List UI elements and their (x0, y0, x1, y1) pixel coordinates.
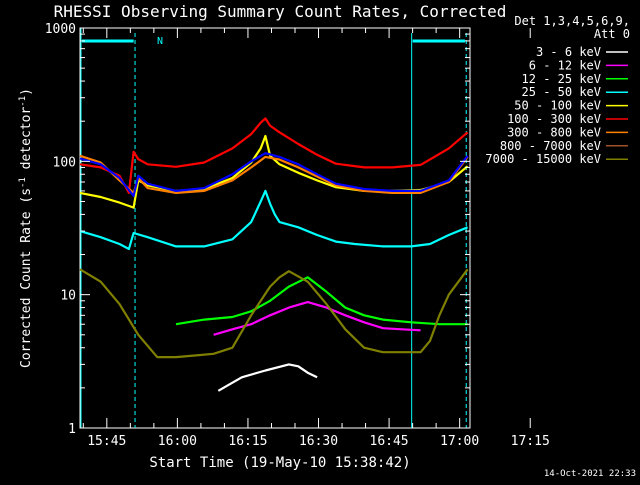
legend-label: 7000 - 15000 keV (485, 152, 601, 166)
y-axis-label-sup2: -1 (18, 96, 28, 107)
legend-label: 3 - 6 keV (536, 45, 601, 59)
series-line-3 (79, 189, 469, 251)
series-line-5 (79, 117, 469, 194)
series-line-1 (213, 301, 421, 336)
night-label: N (157, 36, 163, 47)
legend-label: 25 - 50 keV (522, 85, 601, 99)
y-axis-label-end: ) (19, 88, 34, 96)
plot-frame (79, 27, 471, 429)
x-tick-label: 16:30 (299, 434, 338, 449)
axis-ticks (80, 27, 531, 429)
x-tick-labels: 15:45 16:00 16:15 16:30 16:45 17:00 17:15 (87, 434, 550, 449)
series-group (79, 117, 469, 392)
x-tick-label: 17:15 (511, 434, 550, 449)
legend-header-1: Det 1,3,4,5,6,9, (514, 14, 630, 28)
series-line-4 (79, 134, 469, 209)
series-line-2 (175, 276, 468, 326)
y-axis-label: Corrected Count Rate (s-1 detector-1) (18, 88, 34, 368)
chart-title: RHESSI Observing Summary Count Rates, Co… (54, 2, 507, 21)
x-tick-label: 16:15 (228, 434, 267, 449)
legend-label: 800 - 7000 keV (500, 139, 601, 153)
legend-header-2: Att 0 (594, 27, 630, 41)
y-tick-labels: 1 10 100 1000 (45, 22, 76, 437)
y-axis-label-main: Corrected Count Rate (s (19, 188, 34, 368)
y-axis-label-mid: detector (19, 107, 34, 178)
legend-label: 50 - 100 keV (514, 99, 601, 113)
series-line-blue (79, 152, 469, 198)
x-tick-label: 16:00 (158, 434, 197, 449)
legend-label: 100 - 300 keV (507, 112, 601, 126)
night-lines (80, 28, 467, 428)
legend-label: 300 - 800 keV (507, 125, 601, 139)
x-axis-label: Start Time (19-May-10 15:38:42) (149, 455, 410, 471)
x-tick-label: 15:45 (87, 434, 126, 449)
x-tick-label: 17:00 (440, 434, 479, 449)
series-line-0 (217, 363, 318, 392)
timestamp: 14-Oct-2021 22:33 (544, 469, 636, 479)
legend-label: 6 - 12 keV (529, 58, 601, 72)
y-axis-label-sup1: -1 (18, 177, 28, 188)
y-tick-label: 10 (60, 289, 76, 304)
y-tick-label: 100 (53, 155, 76, 170)
y-tick-label: 1000 (45, 22, 76, 37)
x-tick-label: 16:45 (370, 434, 409, 449)
y-tick-label: 1 (68, 422, 76, 437)
legend-label: 12 - 25 keV (522, 72, 601, 86)
series-line-8 (79, 268, 469, 359)
